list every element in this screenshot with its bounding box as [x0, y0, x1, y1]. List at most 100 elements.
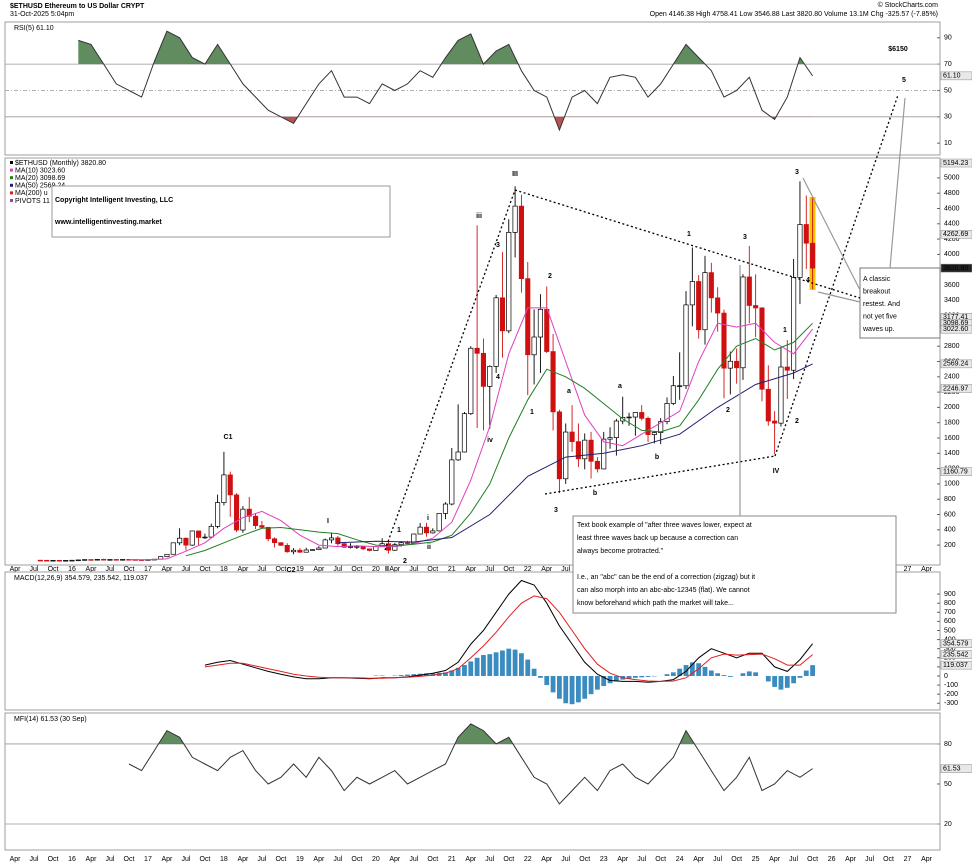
note-text: breakout	[863, 288, 890, 295]
x-tick-label: Oct	[503, 856, 514, 863]
x-tick-label: 17	[144, 856, 152, 863]
histogram-bar	[727, 675, 733, 677]
x-tick-label: Jul	[333, 566, 342, 573]
x-tick-label: Oct	[579, 856, 590, 863]
wave-label: IV	[773, 468, 780, 475]
x-tick-label: Oct	[275, 856, 286, 863]
histogram-bar	[506, 648, 512, 676]
ma-line	[337, 363, 813, 544]
trendline	[544, 455, 776, 495]
x-tick-label: 21	[448, 856, 456, 863]
x-tick-label: Apr	[921, 856, 933, 863]
wave-label: $6150	[888, 46, 908, 53]
x-tick-label: Oct	[124, 856, 135, 863]
candle-body	[588, 439, 594, 462]
x-tick-label: Oct	[48, 856, 59, 863]
indicator-line	[204, 595, 813, 682]
x-tick-label: Jul	[333, 856, 342, 863]
y-tick-label: 20	[944, 821, 952, 828]
histogram-bar	[803, 670, 809, 676]
candle-body	[670, 385, 676, 404]
histogram-bar	[411, 674, 417, 676]
histogram-bar	[677, 668, 683, 676]
indicator-line	[204, 579, 813, 683]
candle-body	[360, 546, 366, 550]
wave-label: a	[618, 383, 622, 390]
x-tick-label: Jul	[713, 856, 722, 863]
histogram-bar	[512, 649, 518, 676]
candle-body	[506, 232, 512, 332]
x-tick-label: Oct	[199, 856, 210, 863]
candle-body	[740, 276, 746, 369]
candle-body	[525, 278, 531, 356]
y-tick-label: 700	[944, 609, 956, 616]
candle-body	[474, 347, 480, 354]
histogram-bar	[708, 670, 714, 676]
source: © StockCharts.com	[878, 1, 939, 9]
candle-body	[442, 503, 449, 514]
candle-body	[512, 205, 518, 233]
x-tick-label: 27	[904, 856, 912, 863]
candle-body	[88, 559, 94, 561]
y-tick-label: 600	[944, 618, 956, 625]
note-box	[859, 267, 941, 339]
candle-body	[683, 304, 689, 387]
note-text: restest. And	[863, 301, 900, 308]
candle-body	[696, 281, 702, 331]
candle-body	[455, 451, 461, 461]
value-tag	[940, 650, 972, 659]
x-tick-label: Apr	[313, 566, 325, 573]
connector	[802, 177, 861, 291]
histogram-bar	[639, 675, 645, 678]
candle-body	[575, 441, 581, 460]
candle-body	[208, 526, 214, 538]
quote: Open 4146.38 High 4758.41 Low 3546.88 La…	[650, 11, 938, 18]
panel-frame	[4, 712, 941, 851]
candle-body	[563, 431, 569, 480]
candle-body	[316, 547, 322, 550]
histogram-bar	[487, 654, 493, 676]
x-tick-label: Jul	[106, 566, 115, 573]
wave-label: a	[567, 388, 571, 395]
value-tag-label: 5194.23	[943, 160, 968, 167]
value-tag	[940, 71, 972, 81]
y-tick-label: 3600	[944, 282, 960, 289]
candle-body	[765, 388, 771, 422]
histogram-bar	[702, 666, 708, 676]
x-tick-label: Oct	[731, 856, 742, 863]
panel-frame	[4, 21, 941, 156]
connector	[889, 97, 906, 269]
candle-body	[493, 297, 499, 367]
note-text: A classic	[863, 276, 891, 283]
symbol: $ETHUSD Ethereum to US Dollar CRYPT	[10, 3, 145, 10]
note-text: know beforehand which path the market wi…	[577, 600, 734, 607]
candle-body	[645, 417, 651, 435]
x-tick-label: Apr	[237, 856, 249, 863]
y-tick-label: 400	[944, 527, 956, 534]
wave-label: b	[593, 490, 597, 497]
x-tick-label: 25	[752, 856, 760, 863]
x-tick-label: 20	[372, 566, 380, 573]
note-text: I.e., an "abc" can be the end of a corre…	[577, 574, 755, 581]
x-tick-label: Oct	[427, 566, 438, 573]
wave-label: iii	[476, 213, 482, 220]
y-tick-label: 500	[944, 627, 956, 634]
histogram-bar	[531, 668, 537, 676]
histogram-bar	[474, 657, 480, 676]
x-tick-label: 17	[144, 566, 152, 573]
x-tick-label: Apr	[86, 856, 98, 863]
wave-label: 4	[806, 277, 810, 284]
x-tick-label: Apr	[86, 566, 98, 573]
candle-body	[487, 366, 493, 387]
indicator-line	[128, 723, 813, 805]
y-tick-label: 90	[944, 35, 952, 42]
wave-label: 3	[743, 234, 747, 241]
x-tick-label: 16	[68, 566, 76, 573]
x-tick-label: Jul	[561, 566, 570, 573]
x-tick-label: Jul	[30, 856, 39, 863]
copyright-text: www.intelligentinvesting.market	[54, 219, 162, 226]
candle-body	[594, 460, 600, 470]
histogram-bar	[398, 675, 404, 676]
